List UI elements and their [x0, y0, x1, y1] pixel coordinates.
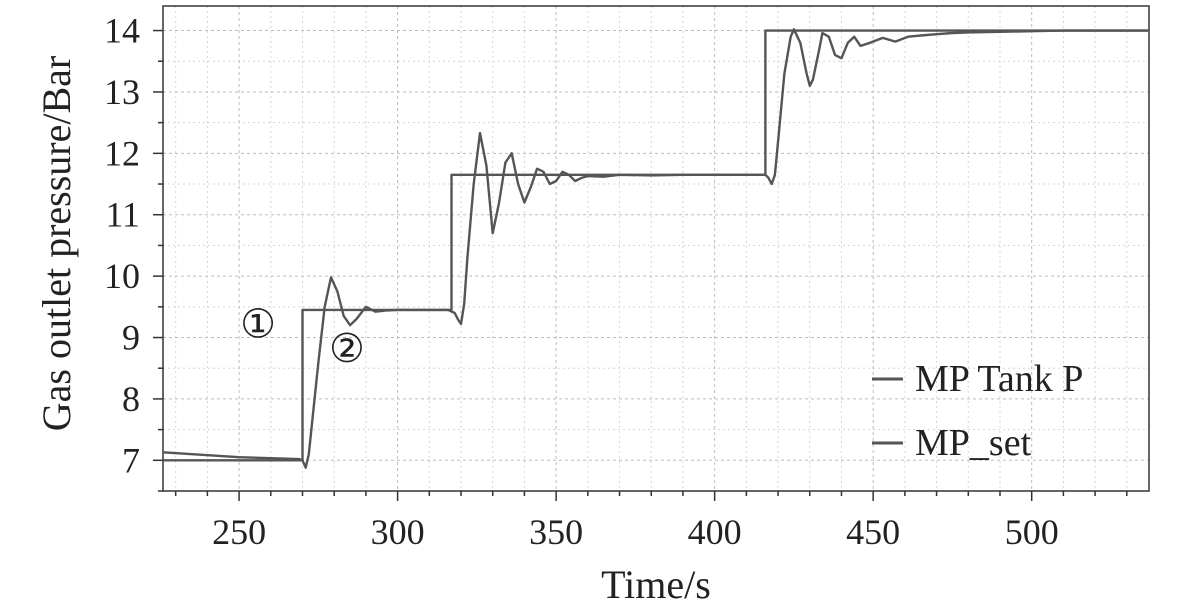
y-tick-label: 11 — [105, 195, 140, 235]
x-tick-label: 450 — [846, 512, 900, 552]
y-axis-title: Gas outlet pressure/Bar — [34, 56, 79, 431]
annotation-marker-2: ② — [329, 326, 365, 371]
y-tick-label: 10 — [104, 256, 140, 296]
y-tick-label: 7 — [122, 440, 140, 480]
x-axis-title: Time/s — [601, 562, 711, 607]
y-axis: 7 8 9 10 11 12 13 14 — [104, 11, 163, 492]
y-tick-label: 9 — [122, 318, 140, 358]
legend: MP Tank P MP_set — [872, 358, 1083, 464]
y-tick-label: 14 — [104, 11, 140, 51]
series-line-mp-tank-p — [162, 28, 1149, 469]
x-tick-label: 350 — [529, 512, 583, 552]
x-tick-label: 250 — [212, 512, 266, 552]
major-grid — [163, 6, 1149, 491]
minor-grid — [163, 6, 1149, 492]
series-line-mp-set — [163, 29, 1149, 462]
x-tick-label: 500 — [1005, 512, 1059, 552]
plot-frame — [162, 5, 1150, 492]
y-tick-label: 13 — [104, 72, 140, 112]
annotations: ①② — [240, 302, 365, 372]
series-layer — [162, 28, 1149, 469]
y-tick-label: 12 — [104, 133, 140, 173]
x-tick-label: 300 — [371, 512, 425, 552]
x-tick-label: 400 — [688, 512, 742, 552]
y-tick-label: 8 — [122, 379, 140, 419]
annotation-marker-1: ① — [240, 302, 276, 347]
legend-label-mp-tank-p: MP Tank P — [915, 358, 1083, 400]
legend-label-mp-set: MP_set — [915, 422, 1032, 464]
x-axis: 250 300 350 400 450 500 — [174, 491, 1128, 552]
